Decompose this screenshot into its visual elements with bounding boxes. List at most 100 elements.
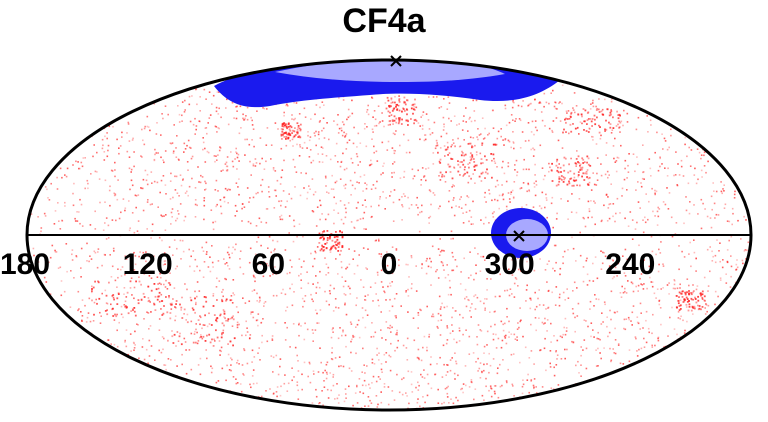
data-point (262, 275, 265, 278)
data-point (513, 101, 515, 104)
data-point (175, 156, 178, 158)
data-point (636, 156, 638, 158)
data-point (470, 316, 472, 318)
data-point (337, 250, 340, 252)
data-point (253, 289, 256, 291)
data-point (685, 296, 688, 299)
data-point (440, 106, 443, 108)
data-point (677, 300, 680, 302)
data-point (553, 105, 556, 108)
data-point (184, 283, 186, 285)
data-point (356, 323, 359, 326)
data-point (520, 187, 523, 189)
data-point (270, 158, 272, 160)
north-region-inner (275, 60, 505, 82)
data-point (162, 159, 164, 161)
data-point (347, 202, 350, 204)
data-point (511, 258, 513, 261)
data-point (703, 154, 705, 157)
data-point (535, 184, 538, 186)
data-point (356, 384, 358, 387)
data-point (236, 168, 238, 170)
data-point (684, 143, 686, 146)
data-point (496, 271, 499, 273)
data-point (513, 395, 515, 397)
data-point (190, 255, 192, 258)
data-point (649, 119, 652, 122)
data-point (291, 379, 293, 382)
data-point (595, 349, 597, 351)
data-point (212, 305, 215, 307)
data-point (116, 313, 118, 316)
data-point (688, 146, 690, 149)
data-point (226, 165, 229, 168)
data-point (184, 341, 187, 343)
data-point (351, 338, 353, 341)
data-point (215, 179, 218, 182)
data-point (293, 225, 296, 228)
data-point (391, 172, 393, 174)
data-point (161, 215, 164, 218)
data-point (286, 133, 288, 136)
data-point (164, 229, 167, 231)
data-point (216, 320, 218, 323)
data-point (250, 313, 252, 315)
data-point (688, 284, 690, 287)
data-point (287, 136, 290, 139)
data-point (634, 336, 637, 338)
data-point (658, 208, 661, 210)
data-point (99, 311, 101, 314)
data-point (626, 177, 628, 179)
data-point (169, 283, 172, 286)
data-point (84, 304, 86, 307)
data-point (493, 385, 496, 387)
data-point (344, 207, 347, 210)
data-point (282, 122, 285, 125)
data-point (551, 129, 553, 132)
data-point (259, 137, 262, 139)
data-point (726, 249, 729, 251)
data-point (315, 286, 318, 289)
data-point (146, 183, 149, 186)
data-point (420, 179, 423, 181)
data-point (228, 256, 231, 259)
data-point (571, 193, 573, 195)
data-point (205, 127, 208, 129)
data-point (194, 117, 196, 120)
data-point (308, 139, 311, 142)
data-point (318, 121, 321, 123)
data-point (692, 291, 694, 294)
data-point (687, 309, 690, 312)
data-point (533, 387, 535, 390)
data-point (398, 264, 400, 267)
data-point (205, 182, 207, 185)
data-point (387, 110, 390, 113)
data-point (515, 159, 518, 162)
data-point (231, 316, 234, 319)
data-point (553, 374, 556, 377)
data-point (696, 285, 699, 287)
data-point (194, 341, 197, 344)
data-point (396, 346, 399, 349)
data-point (86, 260, 88, 262)
data-point (697, 304, 699, 307)
data-point (353, 126, 355, 129)
data-point (457, 399, 459, 402)
data-point (244, 154, 246, 156)
data-point (467, 181, 470, 184)
data-point (651, 281, 654, 283)
data-point (187, 169, 189, 171)
data-point (587, 157, 590, 160)
data-point (695, 257, 697, 260)
data-point (293, 130, 295, 133)
data-point (607, 335, 609, 338)
data-point (495, 333, 497, 336)
data-point (43, 276, 46, 279)
data-point (672, 287, 675, 290)
data-point (697, 213, 699, 215)
data-point (359, 161, 361, 163)
data-point (93, 250, 96, 253)
data-point (335, 235, 338, 238)
data-point (318, 138, 320, 140)
data-point (598, 124, 600, 127)
